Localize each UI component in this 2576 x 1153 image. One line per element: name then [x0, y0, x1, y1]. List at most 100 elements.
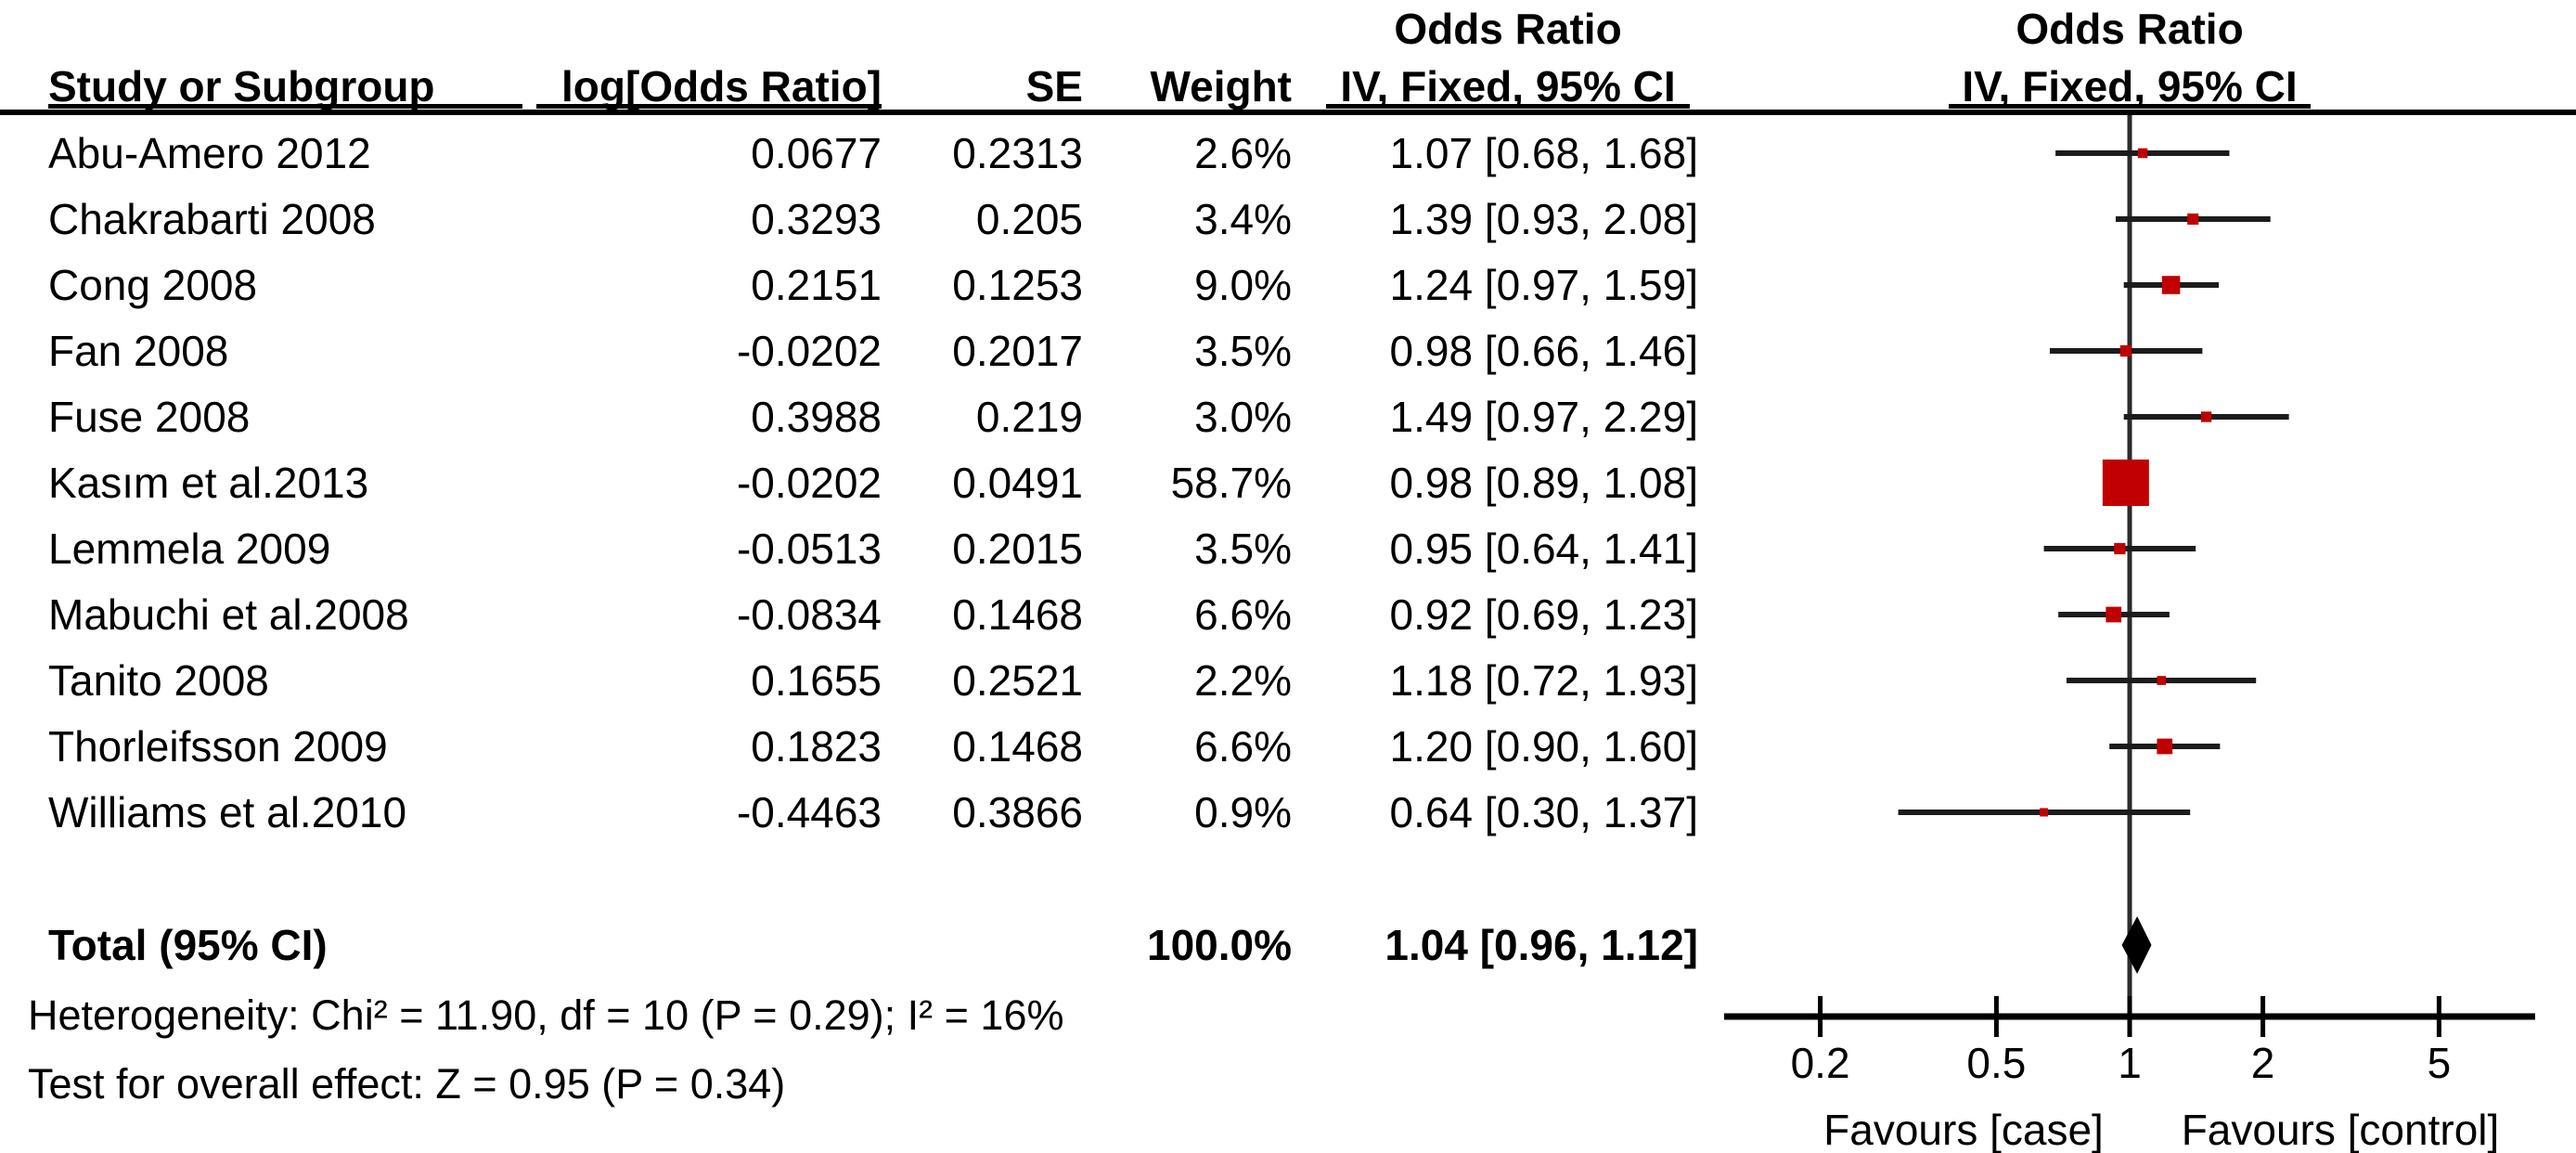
study-ci-text: 1.07 [0.68, 1.68] — [1389, 129, 1699, 177]
column-header-weight: Weight — [1150, 62, 1292, 110]
column-header-study: Study or Subgroup — [48, 62, 435, 110]
study-weight: 6.6% — [1194, 590, 1292, 639]
study-weight: 0.9% — [1194, 788, 1292, 836]
study-weight: 6.6% — [1194, 722, 1292, 771]
study-name: Kasım et al.2013 — [48, 459, 369, 507]
total-weight: 100.0% — [1146, 921, 1292, 969]
study-se: 0.219 — [975, 393, 1083, 441]
study-log-odds-ratio: 0.2151 — [751, 261, 882, 309]
tick-label-2: 2 — [2250, 1039, 2275, 1087]
study-weight: 3.0% — [1194, 393, 1292, 441]
effect-square — [2106, 606, 2122, 623]
study-name: Abu-Amero 2012 — [48, 129, 371, 177]
or-plot-column-title: Odds Ratio — [2016, 5, 2244, 53]
effect-square — [2200, 411, 2212, 422]
header-rule — [0, 110, 2576, 115]
study-name: Williams et al.2010 — [48, 788, 407, 836]
tick-label-5: 5 — [2427, 1039, 2452, 1087]
tick-label-0.2: 0.2 — [1790, 1039, 1850, 1087]
study-row: Cong 2008 0.2151 0.1253 9.0% 1.24 [0.97,… — [0, 253, 2576, 318]
study-row: Tanito 2008 0.1655 0.2521 2.2% 1.18 [0.7… — [0, 648, 2576, 714]
study-ci-text: 0.64 [0.30, 1.37] — [1389, 788, 1699, 836]
study-log-odds-ratio: -0.0834 — [736, 590, 882, 639]
study-ci-text: 1.18 [0.72, 1.93] — [1389, 656, 1699, 705]
effect-square — [2114, 542, 2126, 555]
study-name: Tanito 2008 — [48, 656, 269, 705]
effect-square — [2157, 738, 2173, 755]
effect-square — [2161, 276, 2181, 294]
study-se: 0.2015 — [952, 525, 1083, 573]
study-weight: 2.6% — [1194, 129, 1292, 177]
study-name: Fan 2008 — [48, 327, 229, 375]
study-name: Cong 2008 — [48, 261, 258, 309]
total-row: Total (95% CI) 100.0% 1.04 [0.96, 1.12] — [0, 913, 2576, 978]
study-row: Fuse 2008 0.3988 0.219 3.0% 1.49 [0.97, … — [0, 384, 2576, 450]
study-log-odds-ratio: 0.1655 — [751, 656, 882, 705]
study-weight: 3.5% — [1194, 525, 1292, 573]
study-log-odds-ratio: -0.0202 — [736, 327, 882, 375]
effect-square — [2137, 148, 2148, 159]
study-weight: 3.4% — [1194, 195, 1292, 243]
study-log-odds-ratio: -0.4463 — [736, 788, 882, 836]
study-row: Fan 2008 -0.0202 0.2017 3.5% 0.98 [0.66,… — [0, 318, 2576, 384]
study-weight: 3.5% — [1194, 327, 1292, 375]
study-se: 0.1468 — [952, 590, 1083, 639]
underline-study-header — [48, 104, 522, 109]
column-header-ci-text: IV, Fixed, 95% CI — [1340, 62, 1676, 110]
study-row: Abu-Amero 2012 0.0677 0.2313 2.6% 1.07 [… — [0, 121, 2576, 187]
column-header-log-odds-ratio: log[Odds Ratio] — [561, 62, 882, 110]
effect-square — [2157, 676, 2167, 685]
study-row: Williams et al.2010 -0.4463 0.3866 0.9% … — [0, 780, 2576, 846]
study-row: Thorleifsson 2009 0.1823 0.1468 6.6% 1.2… — [0, 714, 2576, 780]
or-text-column-title: Odds Ratio — [1394, 5, 1622, 53]
study-row: Mabuchi et al.2008 -0.0834 0.1468 6.6% 0… — [0, 582, 2576, 648]
favours-left-label: Favours [case] — [1823, 1106, 2104, 1153]
total-label: Total (95% CI) — [48, 921, 328, 969]
column-header-se: SE — [1025, 62, 1083, 110]
study-weight: 58.7% — [1170, 459, 1292, 507]
study-se: 0.2313 — [952, 129, 1083, 177]
study-log-odds-ratio: 0.1823 — [751, 722, 882, 771]
effect-square — [2040, 808, 2049, 817]
study-se: 0.3866 — [952, 788, 1083, 836]
study-ci-text: 1.24 [0.97, 1.59] — [1389, 261, 1699, 309]
study-weight: 2.2% — [1194, 656, 1292, 705]
effect-square — [2119, 344, 2132, 357]
study-log-odds-ratio: -0.0202 — [736, 459, 882, 507]
study-name: Lemmela 2009 — [48, 525, 331, 573]
study-ci-text: 0.98 [0.89, 1.08] — [1389, 459, 1699, 507]
study-ci-text: 1.49 [0.97, 2.29] — [1389, 393, 1699, 441]
study-se: 0.1253 — [952, 261, 1083, 309]
study-row: Kasım et al.2013 -0.0202 0.0491 58.7% 0.… — [0, 450, 2576, 516]
study-se: 0.0491 — [952, 459, 1083, 507]
study-weight: 9.0% — [1194, 261, 1292, 309]
study-ci-text: 0.98 [0.66, 1.46] — [1389, 327, 1699, 375]
study-ci-text: 1.39 [0.93, 2.08] — [1389, 195, 1699, 243]
overall-effect-stats: Test for overall effect: Z = 0.95 (P = 0… — [28, 1060, 786, 1108]
tick-label-1: 1 — [2118, 1039, 2142, 1087]
study-se: 0.2017 — [952, 327, 1083, 375]
study-log-odds-ratio: 0.3988 — [751, 393, 882, 441]
heterogeneity-stats: Heterogeneity: Chi² = 11.90, df = 10 (P … — [28, 991, 1064, 1039]
study-name: Mabuchi et al.2008 — [48, 590, 409, 639]
study-ci-text: 1.20 [0.90, 1.60] — [1389, 722, 1699, 771]
study-row: Chakrabarti 2008 0.3293 0.205 3.4% 1.39 … — [0, 187, 2576, 253]
effect-square — [2102, 460, 2149, 506]
study-name: Thorleifsson 2009 — [48, 722, 388, 771]
study-log-odds-ratio: -0.0513 — [736, 525, 882, 573]
effect-square — [2187, 213, 2199, 226]
study-se: 0.1468 — [952, 722, 1083, 771]
total-ci: 1.04 [0.96, 1.12] — [1385, 921, 1698, 969]
total-diamond — [2121, 916, 2152, 974]
study-log-odds-ratio: 0.3293 — [751, 195, 882, 243]
study-row: Lemmela 2009 -0.0513 0.2015 3.5% 0.95 [0… — [0, 516, 2576, 582]
study-name: Chakrabarti 2008 — [48, 195, 376, 243]
tick-label-0.5: 0.5 — [1966, 1039, 2027, 1087]
study-log-odds-ratio: 0.0677 — [751, 129, 882, 177]
column-header-ci-plot: IV, Fixed, 95% CI — [1962, 62, 2298, 110]
underline-logor-header — [536, 104, 882, 109]
study-name: Fuse 2008 — [48, 393, 251, 441]
underline-ci-text-header — [1326, 104, 1690, 109]
